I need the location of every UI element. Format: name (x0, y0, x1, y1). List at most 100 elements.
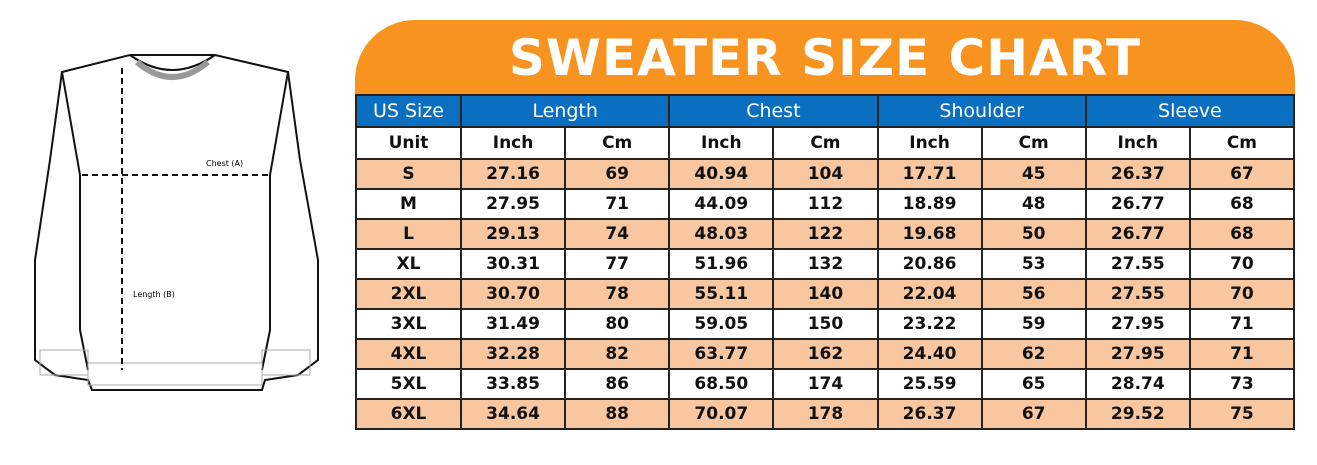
table-cell: 67 (1188, 158, 1296, 190)
table-cell: 68 (1188, 218, 1296, 250)
table-cell: 20.86 (876, 248, 983, 280)
table-cell: 48.03 (668, 218, 775, 250)
table-cell: 30.70 (459, 278, 567, 310)
table-cell: 27.55 (1084, 278, 1191, 310)
group-header: US Size (355, 94, 462, 128)
table-cell: 150 (772, 308, 879, 340)
table-cell: 56 (980, 278, 1087, 310)
table-cell: 51.96 (668, 248, 775, 280)
table-row: 6XL 34.64 88 70.07 178 26.37 67 29.52 75 (355, 398, 1296, 430)
size-cell: 5XL (355, 368, 462, 400)
size-cell: XL (355, 248, 462, 280)
table-cell: 27.55 (1084, 248, 1191, 280)
table-cell: 132 (772, 248, 879, 280)
table-cell: 34.64 (459, 398, 567, 430)
chest-label: Chest (A) (206, 159, 243, 168)
chart-title: SWEATER SIZE CHART (355, 20, 1295, 94)
table-cell: 27.16 (459, 158, 567, 190)
group-header: Length (459, 94, 671, 128)
size-chart: SWEATER SIZE CHART US Size Length Chest Sho… (355, 20, 1296, 430)
table-cell: 112 (772, 188, 879, 220)
table-cell: 59.05 (668, 308, 775, 340)
table-cell: 17.71 (876, 158, 983, 190)
unit-header: Cm (772, 126, 879, 160)
table-cell: 23.22 (876, 308, 983, 340)
table-cell: 27.95 (1084, 338, 1191, 370)
table-cell: 86 (564, 368, 671, 400)
group-header-row: US Size Length Chest Shoulder Sleeve (355, 94, 1296, 128)
table-cell: 70 (1188, 278, 1296, 310)
table-cell: 29.13 (459, 218, 567, 250)
table-cell: 48 (980, 188, 1087, 220)
unit-header: Unit (355, 126, 462, 160)
size-cell: M (355, 188, 462, 220)
table-cell: 26.37 (876, 398, 983, 430)
table-cell: 78 (564, 278, 671, 310)
table-cell: 30.31 (459, 248, 567, 280)
table-cell: 29.52 (1084, 398, 1191, 430)
table-cell: 69 (564, 158, 671, 190)
table-cell: 28.74 (1084, 368, 1191, 400)
table-cell: 82 (564, 338, 671, 370)
table-row: XL 30.31 77 51.96 132 20.86 53 27.55 70 (355, 248, 1296, 280)
table-cell: 71 (1188, 308, 1296, 340)
unit-header: Cm (564, 126, 671, 160)
table-row: 3XL 31.49 80 59.05 150 23.22 59 27.95 71 (355, 308, 1296, 340)
table-cell: 70.07 (668, 398, 775, 430)
table-cell: 62 (980, 338, 1087, 370)
size-cell: S (355, 158, 462, 190)
table-cell: 25.59 (876, 368, 983, 400)
group-header: Shoulder (876, 94, 1087, 128)
table-cell: 26.77 (1084, 188, 1191, 220)
table-cell: 27.95 (1084, 308, 1191, 340)
table-cell: 67 (980, 398, 1087, 430)
table-row: S 27.16 69 40.94 104 17.71 45 26.37 67 (355, 158, 1296, 190)
size-cell: 4XL (355, 338, 462, 370)
table-row: M 27.95 71 44.09 112 18.89 48 26.77 68 (355, 188, 1296, 220)
table-cell: 26.77 (1084, 218, 1191, 250)
table-cell: 77 (564, 248, 671, 280)
table-cell: 40.94 (668, 158, 775, 190)
table-cell: 19.68 (876, 218, 983, 250)
table-cell: 104 (772, 158, 879, 190)
group-header: Chest (668, 94, 879, 128)
table-cell: 27.95 (459, 188, 567, 220)
table-cell: 68.50 (668, 368, 775, 400)
table-cell: 70 (1188, 248, 1296, 280)
unit-header: Inch (876, 126, 983, 160)
table-cell: 88 (564, 398, 671, 430)
table-cell: 140 (772, 278, 879, 310)
table-cell: 50 (980, 218, 1087, 250)
table-row: L 29.13 74 48.03 122 19.68 50 26.77 68 (355, 218, 1296, 250)
table-cell: 24.40 (876, 338, 983, 370)
table-cell: 26.37 (1084, 158, 1191, 190)
table-row: 4XL 32.28 82 63.77 162 24.40 62 27.95 71 (355, 338, 1296, 370)
table-cell: 74 (564, 218, 671, 250)
unit-header: Inch (459, 126, 567, 160)
table-row: 5XL 33.85 86 68.50 174 25.59 65 28.74 73 (355, 368, 1296, 400)
table-cell: 65 (980, 368, 1087, 400)
table-cell: 45 (980, 158, 1087, 190)
table-cell: 55.11 (668, 278, 775, 310)
unit-header-row: Unit Inch Cm Inch Cm Inch Cm Inch Cm (355, 126, 1296, 160)
size-table: US Size Length Chest Shoulder Sleeve Unit Inch… (355, 94, 1296, 430)
table-cell: 33.85 (459, 368, 567, 400)
table-cell: 73 (1188, 368, 1296, 400)
table-cell: 162 (772, 338, 879, 370)
table-cell: 59 (980, 308, 1087, 340)
table-cell: 71 (1188, 338, 1296, 370)
table-cell: 174 (772, 368, 879, 400)
unit-header: Inch (1084, 126, 1191, 160)
table-row: 2XL 30.70 78 55.11 140 22.04 56 27.55 70 (355, 278, 1296, 310)
table-cell: 122 (772, 218, 879, 250)
table-cell: 18.89 (876, 188, 983, 220)
table-cell: 75 (1188, 398, 1296, 430)
table-cell: 63.77 (668, 338, 775, 370)
table-cell: 178 (772, 398, 879, 430)
table-cell: 22.04 (876, 278, 983, 310)
group-header: Sleeve (1084, 94, 1296, 128)
sweater-illustration: Chest (A) Length (B) (34, 54, 319, 391)
table-cell: 32.28 (459, 338, 567, 370)
size-cell: 3XL (355, 308, 462, 340)
size-cell: 6XL (355, 398, 462, 430)
